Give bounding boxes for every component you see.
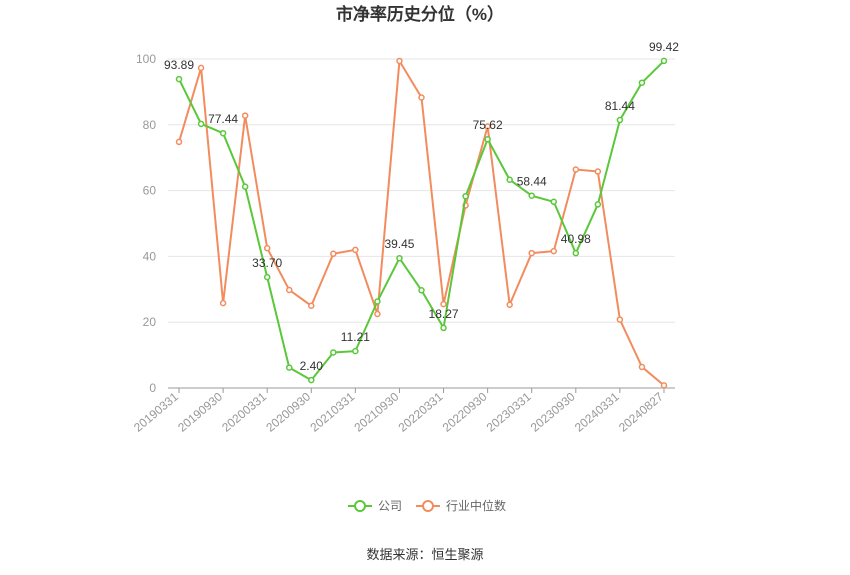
data-point [263,273,271,281]
data-label: 18.27 [429,307,459,321]
series-group [175,57,668,389]
data-point [197,120,205,128]
data-label: 93.89 [164,58,194,72]
data-point [308,376,315,384]
data-point [616,316,624,323]
data-label: 40.98 [561,232,591,246]
data-point [616,116,624,124]
legend-marker [422,500,434,512]
data-label: 77.44 [208,112,238,126]
data-point [484,123,491,130]
data-point [175,138,183,146]
x-tick-label: 20190930 [175,389,225,434]
y-tick-label: 40 [143,249,157,263]
data-point [285,364,293,371]
x-tick-label: 20210930 [351,389,401,434]
y-axis: 0 20 40 60 80 100 [136,52,156,395]
x-tick-label: 20220331 [396,389,446,434]
data-point [660,382,668,389]
legend-item[interactable]: 公司 [348,499,402,513]
data-point [528,192,535,199]
data-label: 99.42 [649,40,679,54]
data-point [440,324,447,332]
data-label: 33.70 [252,256,282,270]
data-point [241,183,249,190]
x-axis: 2019033120190930202003312020093020210331… [131,387,675,435]
x-tick-label: 20240827 [616,389,666,434]
source-note: 数据来源：恒生聚源 [366,547,483,562]
x-tick-label: 20190331 [131,389,181,434]
data-point [572,166,580,173]
series-line [178,59,665,387]
chart-title: 市净率历史分位（%） [336,4,504,24]
y-tick-label: 80 [143,118,157,132]
data-point [572,249,580,257]
legend-label: 公司 [378,499,402,513]
data-point [330,250,337,258]
legend-label: 行业中位数 [446,498,506,513]
grid [168,58,675,323]
x-tick-label: 20230930 [528,389,578,434]
x-tick-label: 20240331 [572,389,622,434]
data-point [374,298,381,305]
data-point [352,347,359,355]
data-label: 2.40 [300,359,324,373]
data-point [263,244,271,252]
legend-marker [354,500,366,512]
data-point [594,201,602,208]
y-tick-label: 0 [149,381,156,395]
data-labels: 93.89 77.44 33.70 2.40 11.21 39.45 18.27 75.62 5… [164,40,679,373]
series-line [178,60,665,382]
x-tick-label: 20220930 [440,389,490,434]
x-tick-label: 20210331 [307,389,357,434]
y-tick-label: 100 [136,52,156,66]
data-point [660,57,668,65]
data-point [594,168,602,175]
x-tick-label: 20200331 [219,389,269,434]
x-tick-label: 20230331 [484,389,534,434]
data-point [506,301,513,309]
data-point [550,247,558,255]
data-point [638,363,646,371]
data-point [418,287,425,294]
legend[interactable]: 公司 行业中位数 [348,498,506,513]
data-point [506,176,513,183]
data-point [550,198,558,206]
data-point [396,57,403,65]
x-tick-label: 20200930 [263,389,313,434]
data-point [528,249,535,257]
data-point [308,302,315,309]
y-tick-label: 60 [143,184,157,198]
data-label: 39.45 [384,237,414,251]
data-point [330,349,337,356]
data-point [638,79,646,86]
data-point [440,300,447,308]
data-point [219,299,227,307]
data-point [396,254,403,262]
data-label: 58.44 [517,175,547,189]
data-label: 11.21 [341,330,370,344]
data-point [462,192,469,200]
data-point [484,135,491,143]
data-label: 75.62 [473,118,503,132]
data-point [219,129,227,137]
data-point [241,112,249,119]
data-point [285,286,293,294]
data-point [197,64,205,72]
y-tick-label: 20 [143,315,157,329]
legend-item[interactable]: 行业中位数 [416,498,506,513]
data-point [175,75,183,83]
data-point [352,246,359,254]
data-label: 81.44 [605,99,635,113]
data-point [418,94,425,101]
data-point [374,310,381,318]
